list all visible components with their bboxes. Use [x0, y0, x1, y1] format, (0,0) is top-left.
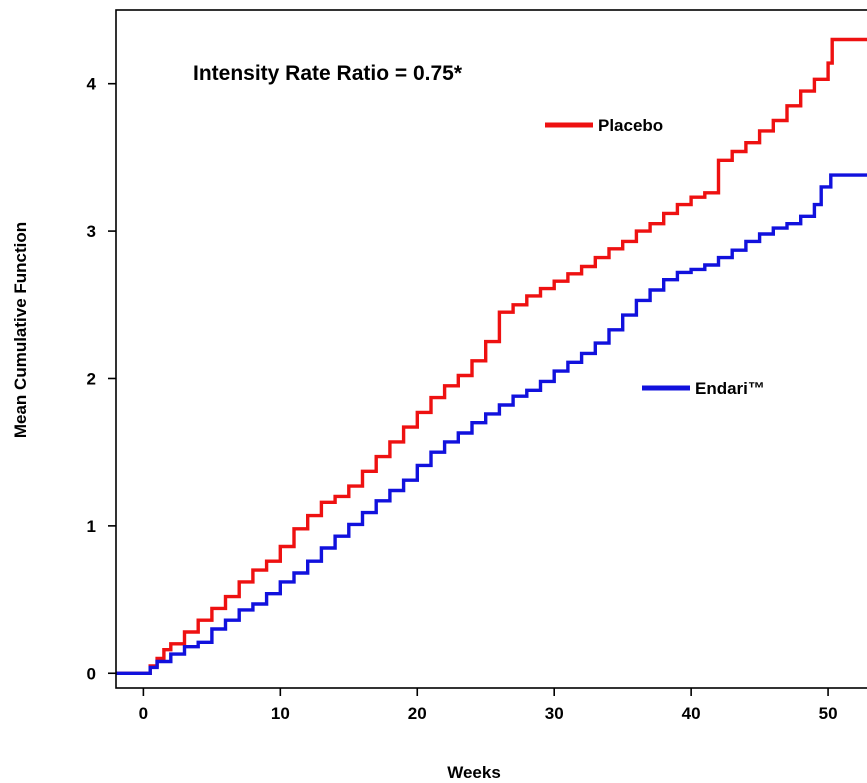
legend-endari-label: Endari™ [695, 379, 765, 398]
y-axis-label: Mean Cumulative Function [11, 222, 30, 438]
y-tick-label: 4 [87, 75, 97, 94]
y-tick-label: 0 [87, 664, 96, 683]
x-tick-label: 0 [139, 704, 148, 723]
legend-placebo-label: Placebo [598, 116, 663, 135]
x-tick-label: 40 [682, 704, 701, 723]
x-tick-label: 50 [819, 704, 838, 723]
x-tick-label: 30 [545, 704, 564, 723]
plot-frame [115, 9, 867, 689]
x-tick-label: 10 [271, 704, 290, 723]
legend-endari: Endari™ [642, 379, 765, 398]
series-layer [116, 37, 867, 675]
y-tick-label: 2 [87, 369, 96, 388]
ticks-layer: 0 10 20 30 40 50 0 1 2 3 4 [87, 75, 838, 723]
series-line-placebo [116, 37, 867, 675]
annotation-intensity-ratio: Intensity Rate Ratio = 0.75* [193, 62, 463, 85]
y-tick-label: 3 [87, 222, 96, 241]
legend-placebo: Placebo [545, 116, 663, 135]
series-line-endari [116, 173, 867, 675]
x-tick-label: 20 [408, 704, 427, 723]
x-axis-label: Weeks [447, 763, 501, 782]
y-tick-label: 1 [87, 517, 96, 536]
